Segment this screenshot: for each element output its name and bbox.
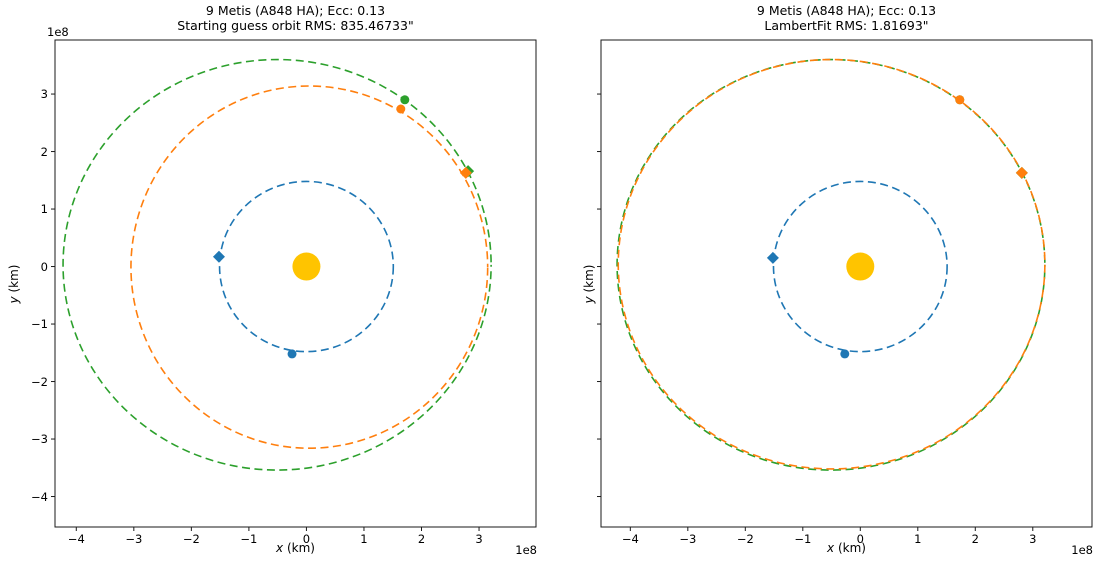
plot-title-line2: Starting guess orbit RMS: 835.46733" [177, 17, 414, 33]
fit-orbit-obs1-marker [955, 95, 965, 105]
x-axis-label: x (km) [276, 541, 315, 555]
sun-marker [292, 252, 321, 281]
earth-orbit [218, 180, 395, 353]
axes-spines [600, 39, 1093, 528]
x-tick-label: −4 [67, 532, 85, 546]
fit-orbit-obs2-marker [1015, 166, 1028, 179]
earth-obs1-marker [766, 251, 779, 264]
lambert-fit-orbit [617, 58, 1046, 470]
y-tick-label: 3 [40, 87, 48, 102]
y-tick-label: −3 [31, 432, 48, 447]
plot-title-line2: LambertFit RMS: 1.81693" [764, 17, 929, 33]
true-orbit-obs1-marker [400, 95, 410, 105]
x-tick-label: −2 [736, 532, 754, 546]
true-orbit [62, 58, 492, 471]
y-tick-label: −1 [31, 317, 48, 332]
guess-orbit-obs1-marker [396, 104, 406, 114]
x-axis-offset-label: 1e8 [515, 543, 537, 557]
subplot-left-title: 9 Metis (A848 HA); Ecc: 0.13 Starting gu… [177, 3, 414, 33]
y-axis-label: y (km) [582, 264, 596, 303]
x-tick-label: −3 [679, 532, 697, 546]
x-tick-label: 1 [360, 532, 368, 546]
x-tick-label: −2 [182, 532, 200, 546]
x-tick-label: 0 [302, 532, 311, 546]
earth-orbit [772, 180, 948, 353]
plot-title-line1: 9 Metis (A848 HA); Ecc: 0.13 [205, 3, 386, 18]
x-axis-label: x (km) [827, 541, 866, 555]
earth-obs2-marker [840, 349, 850, 359]
x-tick-label: 3 [1029, 532, 1037, 546]
x-tick-label: 0 [856, 532, 864, 546]
plot-title-line1: 9 Metis (A848 HA); Ecc: 0.13 [756, 3, 937, 18]
x-tick-label: −1 [240, 532, 258, 546]
sun-marker [846, 252, 875, 281]
x-axis-offset-label: 1e8 [1071, 543, 1093, 557]
earth-obs2-marker [287, 349, 297, 359]
starting-guess-orbit [130, 85, 489, 450]
x-tick-label: −1 [794, 532, 812, 546]
y-tick-label: 0 [40, 259, 48, 274]
y-axis-offset-label: 1e8 [47, 25, 69, 39]
y-tick-label: −4 [31, 489, 48, 504]
x-tick-label: 2 [971, 532, 979, 546]
subplot-right-title: 9 Metis (A848 HA); Ecc: 0.13 LambertFit … [756, 3, 937, 33]
x-tick-label: −4 [621, 532, 639, 546]
earth-obs1-marker [212, 250, 225, 263]
x-tick-label: 3 [475, 532, 483, 546]
axes-spines [54, 39, 537, 528]
x-tick-label: 2 [417, 532, 426, 546]
x-tick-label: 1 [914, 532, 922, 546]
y-axis-label: y (km) [7, 264, 21, 303]
y-tick-label: −2 [31, 374, 48, 389]
guess-orbit-obs2-marker [459, 166, 472, 179]
y-tick-label: 1 [40, 202, 48, 217]
y-tick-label: 2 [40, 144, 48, 159]
x-tick-label: −3 [125, 532, 143, 546]
